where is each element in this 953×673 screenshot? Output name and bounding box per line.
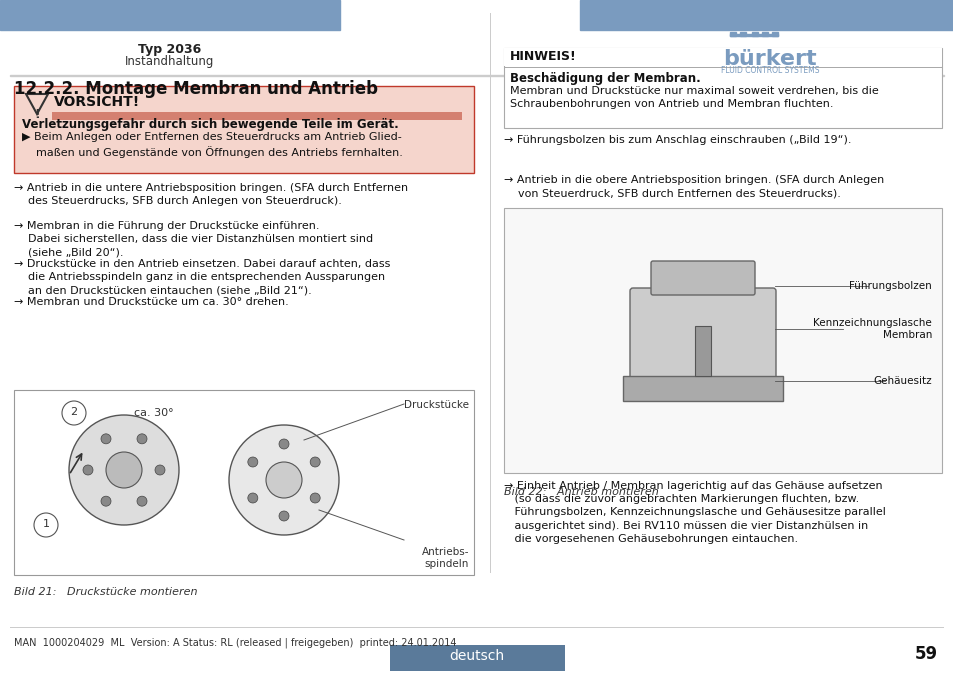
FancyBboxPatch shape xyxy=(10,627,943,628)
Text: ▶ Beim Anlegen oder Entfernen des Steuerdrucks am Antrieb Glied-
    maßen und G: ▶ Beim Anlegen oder Entfernen des Steuer… xyxy=(22,132,402,158)
Text: → Antrieb in die untere Antriebsposition bringen. (SFA durch Entfernen
    des S: → Antrieb in die untere Antriebsposition… xyxy=(14,183,408,206)
Text: → Membran und Druckstücke um ca. 30° drehen.: → Membran und Druckstücke um ca. 30° dre… xyxy=(14,297,289,307)
FancyBboxPatch shape xyxy=(695,326,710,376)
FancyBboxPatch shape xyxy=(14,86,474,173)
Circle shape xyxy=(278,439,289,449)
Circle shape xyxy=(310,493,320,503)
Circle shape xyxy=(83,465,92,475)
FancyBboxPatch shape xyxy=(10,75,943,76)
Circle shape xyxy=(69,415,179,525)
FancyBboxPatch shape xyxy=(629,288,775,384)
FancyBboxPatch shape xyxy=(0,0,339,30)
Text: FLUID CONTROL SYSTEMS: FLUID CONTROL SYSTEMS xyxy=(720,66,819,75)
Text: → Druckstücke in den Antrieb einsetzen. Dabei darauf achten, dass
    die Antrie: → Druckstücke in den Antrieb einsetzen. … xyxy=(14,259,390,295)
Text: ca. 30°: ca. 30° xyxy=(133,408,173,418)
FancyBboxPatch shape xyxy=(771,32,778,36)
Text: VORSICHT!: VORSICHT! xyxy=(54,95,140,109)
FancyBboxPatch shape xyxy=(650,261,754,295)
FancyBboxPatch shape xyxy=(503,48,941,128)
FancyBboxPatch shape xyxy=(390,645,564,671)
FancyBboxPatch shape xyxy=(751,32,758,36)
Circle shape xyxy=(62,401,86,425)
FancyBboxPatch shape xyxy=(503,67,941,68)
Text: HINWEIS!: HINWEIS! xyxy=(510,50,577,63)
FancyBboxPatch shape xyxy=(490,13,491,573)
Circle shape xyxy=(310,457,320,467)
Circle shape xyxy=(34,513,58,537)
FancyBboxPatch shape xyxy=(729,34,778,36)
FancyBboxPatch shape xyxy=(579,0,953,30)
Circle shape xyxy=(106,452,142,488)
Circle shape xyxy=(248,457,257,467)
Text: → Einheit Antrieb / Membran lagerichtig auf das Gehäuse aufsetzen
   (so dass di: → Einheit Antrieb / Membran lagerichtig … xyxy=(503,481,885,544)
Circle shape xyxy=(154,465,165,475)
Circle shape xyxy=(137,434,147,444)
Circle shape xyxy=(229,425,338,535)
Text: → Membran in die Führung der Druckstücke einführen.
    Dabei sicherstellen, das: → Membran in die Führung der Druckstücke… xyxy=(14,221,373,257)
FancyBboxPatch shape xyxy=(52,112,461,120)
FancyBboxPatch shape xyxy=(0,625,953,673)
Text: → Antrieb in die obere Antriebsposition bringen. (SFA durch Anlegen
    von Steu: → Antrieb in die obere Antriebsposition … xyxy=(503,175,883,199)
Circle shape xyxy=(137,496,147,506)
FancyBboxPatch shape xyxy=(761,32,767,36)
Text: Bild 22:   Antrieb montieren: Bild 22: Antrieb montieren xyxy=(503,487,659,497)
Text: Kennzeichnungslasche
Membran: Kennzeichnungslasche Membran xyxy=(812,318,931,340)
Text: Antriebs-
spindeln: Antriebs- spindeln xyxy=(421,547,469,569)
Circle shape xyxy=(101,434,111,444)
Text: Führungsbolzen: Führungsbolzen xyxy=(848,281,931,291)
Text: MAN  1000204029  ML  Version: A Status: RL (released | freigegeben)  printed: 24: MAN 1000204029 ML Version: A Status: RL … xyxy=(14,637,456,647)
Circle shape xyxy=(101,496,111,506)
Text: Bild 21:   Druckstücke montieren: Bild 21: Druckstücke montieren xyxy=(14,587,197,597)
FancyBboxPatch shape xyxy=(503,48,941,66)
Circle shape xyxy=(278,511,289,521)
Text: 59: 59 xyxy=(914,645,937,663)
Text: Typ 2036: Typ 2036 xyxy=(138,43,201,56)
Polygon shape xyxy=(26,94,48,114)
FancyBboxPatch shape xyxy=(740,32,745,36)
Circle shape xyxy=(266,462,302,498)
Text: 1: 1 xyxy=(43,519,50,529)
Text: Membran und Druckstücke nur maximal soweit verdrehen, bis die
Schraubenbohrungen: Membran und Druckstücke nur maximal sowe… xyxy=(510,86,878,109)
Text: 2: 2 xyxy=(71,407,77,417)
Circle shape xyxy=(248,493,257,503)
Text: Instandhaltung: Instandhaltung xyxy=(125,55,214,68)
Text: !: ! xyxy=(34,108,40,121)
Text: 12.2.2. Montage Membran und Antrieb: 12.2.2. Montage Membran und Antrieb xyxy=(14,80,377,98)
Text: Verletzungsgefahr durch sich bewegende Teile im Gerät.: Verletzungsgefahr durch sich bewegende T… xyxy=(22,118,398,131)
Text: → Führungsbolzen bis zum Anschlag einschrauben („Bild 19“).: → Führungsbolzen bis zum Anschlag einsch… xyxy=(503,135,851,145)
Text: Druckstücke: Druckstücke xyxy=(403,400,469,410)
FancyBboxPatch shape xyxy=(622,376,782,401)
FancyBboxPatch shape xyxy=(503,208,941,473)
FancyBboxPatch shape xyxy=(729,32,735,36)
FancyBboxPatch shape xyxy=(14,390,474,575)
Text: Gehäuesitz: Gehäuesitz xyxy=(872,376,931,386)
Text: bürkert: bürkert xyxy=(722,49,816,69)
Text: deutsch: deutsch xyxy=(449,649,504,663)
Text: Beschädigung der Membran.: Beschädigung der Membran. xyxy=(510,72,700,85)
